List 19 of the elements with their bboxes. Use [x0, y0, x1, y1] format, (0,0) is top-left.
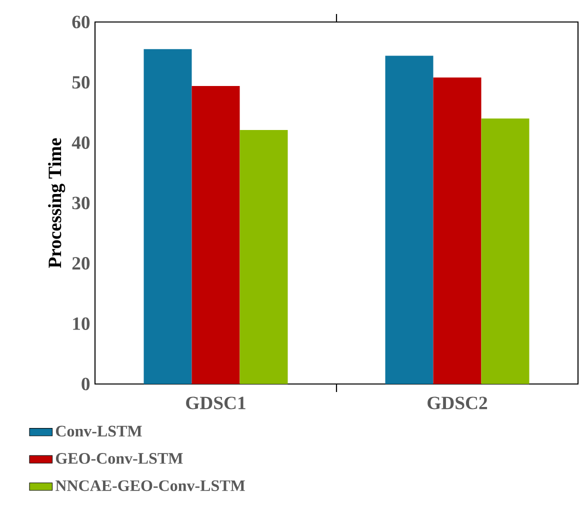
bar [192, 86, 240, 384]
bar [433, 78, 482, 384]
y-tick-label: 30 [72, 196, 90, 210]
x-tick-label: GDSC2 [428, 396, 488, 410]
x-tick-label: GDSC1 [186, 396, 246, 410]
legend-label: NNCAE-GEO-Conv-LSTM [56, 480, 245, 492]
y-tick-label: 20 [72, 257, 90, 270]
bar [481, 118, 530, 384]
bar [240, 130, 288, 384]
y-tick-label: 60 [72, 16, 90, 28]
legend-label: Conv-LSTM [56, 426, 142, 437]
bar [144, 49, 192, 384]
y-tick-label: 10 [73, 317, 90, 330]
y-tick-label: 40 [72, 136, 90, 149]
y-axis-title: Processing Time [48, 138, 66, 268]
y-tick-label: 50 [72, 76, 90, 89]
bar [385, 56, 434, 384]
legend-label: GEO-Conv-LSTM [56, 453, 183, 464]
y-tick-label: 0 [82, 378, 90, 390]
